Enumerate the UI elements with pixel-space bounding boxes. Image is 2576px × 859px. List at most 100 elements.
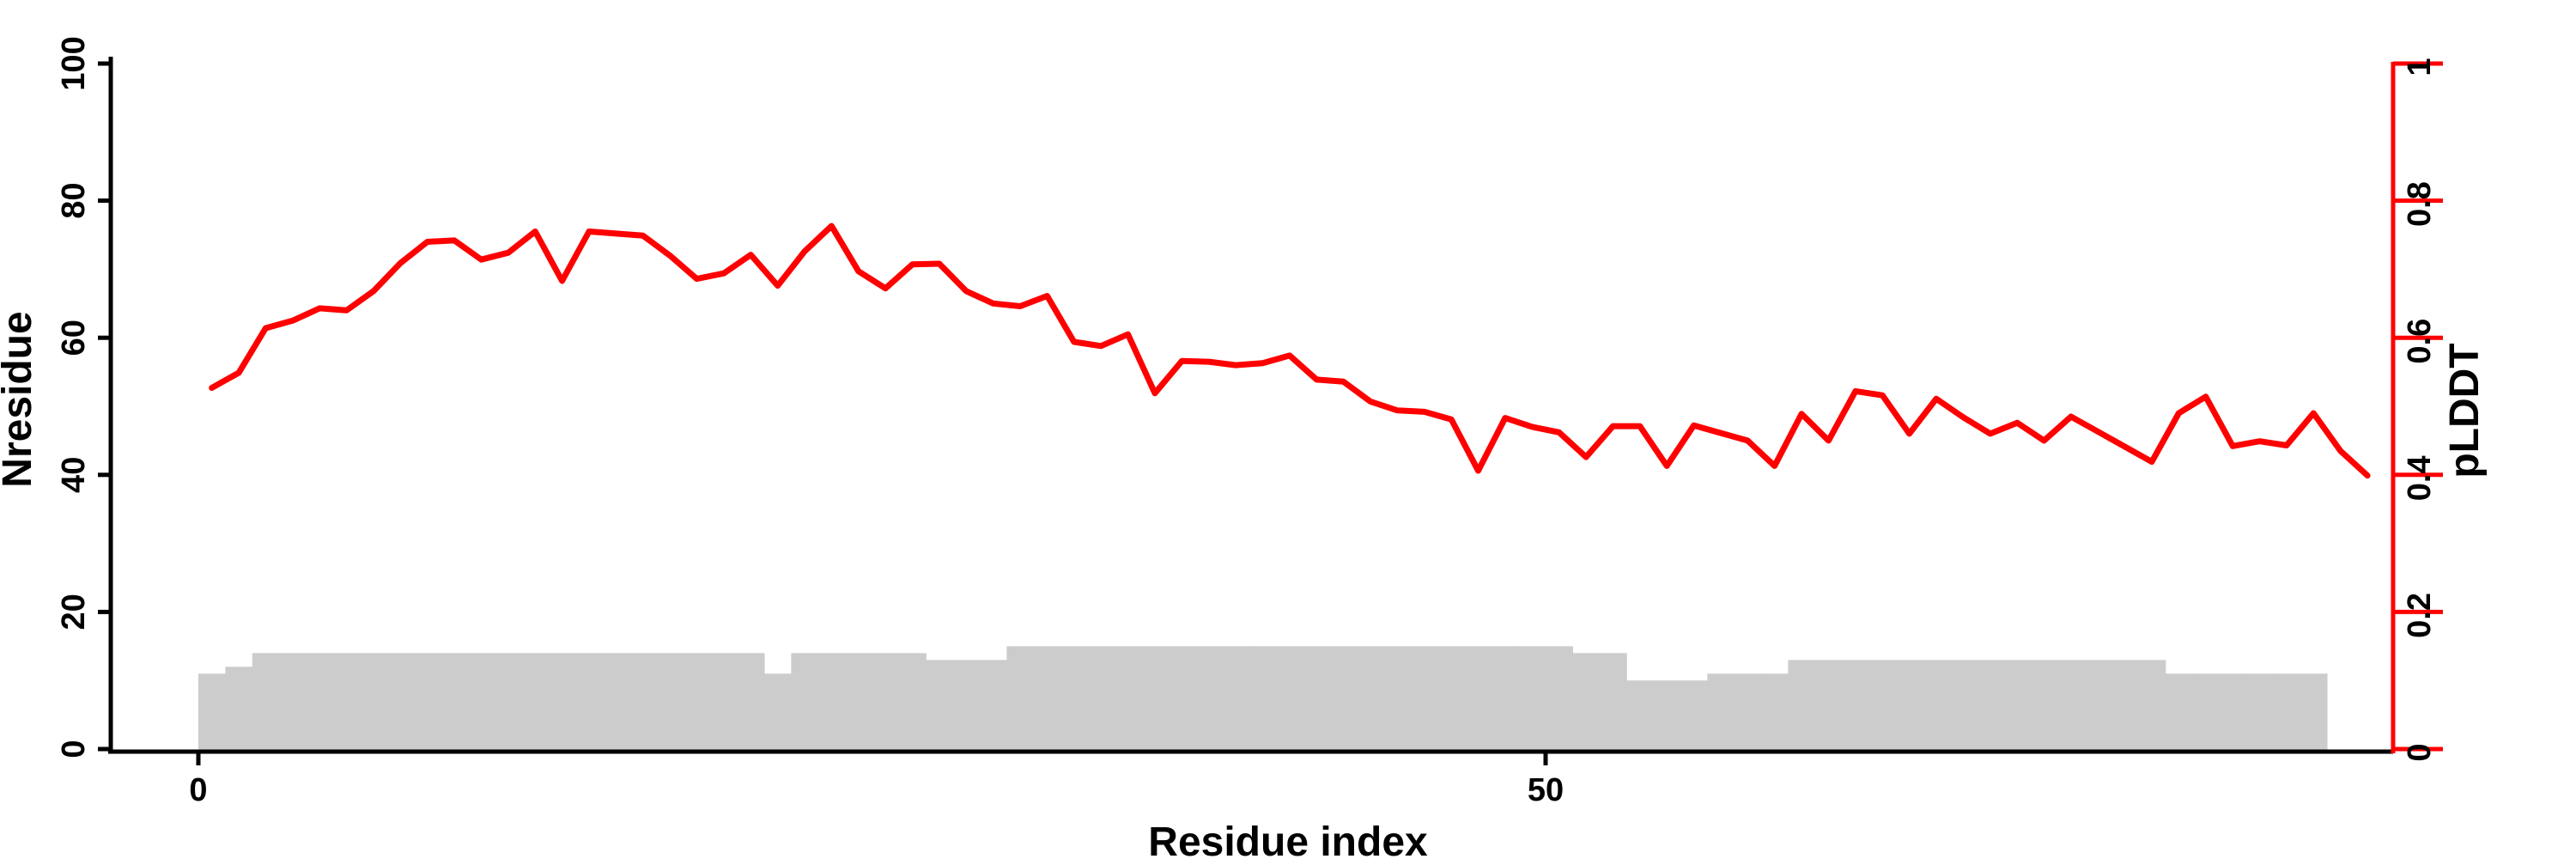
nresidue-bar: [1707, 673, 1735, 751]
left-tick-label: 40: [56, 457, 92, 493]
right-tick-label: 0: [2402, 743, 2438, 761]
nresidue-bar: [252, 653, 280, 751]
nresidue-bar: [467, 653, 495, 751]
nresidue-bar: [1572, 653, 1601, 751]
nresidue-bar: [440, 653, 469, 751]
right-tick-label: 0.4: [2402, 455, 2438, 501]
nresidue-bar: [1977, 660, 2005, 751]
nresidue-bar: [198, 673, 226, 751]
nresidue-bar: [683, 653, 711, 751]
left-tick-label: 80: [56, 182, 92, 218]
nresidue-bar: [279, 653, 307, 751]
x-tick-label: 50: [1528, 772, 1564, 808]
nresidue-bar: [2084, 660, 2112, 751]
nresidue-bar: [1653, 680, 1681, 751]
nresidue-bar: [1033, 646, 1061, 751]
nresidue-bar: [1357, 646, 1385, 751]
nresidue-bar: [332, 653, 361, 751]
nresidue-bars-series: [198, 646, 2328, 751]
nresidue-bar: [521, 653, 550, 751]
right-tick-label: 0.2: [2402, 593, 2438, 638]
x-axis: 0 50: [108, 749, 2393, 808]
left-tick-label: 20: [56, 594, 92, 630]
nresidue-bar: [386, 653, 415, 751]
nresidue-bar: [737, 653, 765, 751]
nresidue-bar: [1788, 660, 1816, 751]
nresidue-bar: [306, 653, 334, 751]
nresidue-bar: [1222, 646, 1250, 751]
nresidue-bar: [2245, 673, 2274, 751]
nresidue-bar: [225, 667, 253, 751]
nresidue-bar: [602, 653, 630, 751]
nresidue-bar: [1546, 646, 1573, 751]
left-tick-label: 60: [56, 320, 92, 356]
nresidue-bar: [2219, 673, 2247, 751]
right-y-axis: 0 0.2 0.4 0.6 0.8 1: [2391, 58, 2443, 762]
nresidue-bar: [1330, 646, 1358, 751]
nresidue-bar: [1492, 646, 1520, 751]
left-axis-title: Nresidue: [0, 311, 40, 487]
x-axis-title: Residue index: [1148, 819, 1428, 859]
right-axis-title: pLDDT: [2442, 343, 2488, 478]
nresidue-bar: [2057, 660, 2086, 751]
nresidue-bar: [575, 653, 604, 751]
left-tick-label: 100: [56, 36, 92, 90]
nresidue-bar: [2111, 660, 2139, 751]
nresidue-bar: [1060, 646, 1089, 751]
nresidue-bar: [791, 653, 819, 751]
nresidue-bar: [1276, 646, 1304, 751]
nresidue-bar: [872, 653, 900, 751]
nresidue-bar: [1734, 673, 1762, 751]
nresidue-bar: [2165, 673, 2193, 751]
nresidue-bar: [2030, 660, 2058, 751]
nresidue-bar: [1680, 680, 1708, 751]
nresidue-bar: [1464, 646, 1492, 751]
nresidue-bar: [1518, 646, 1546, 751]
right-tick-label: 0.6: [2402, 319, 2438, 364]
nresidue-bar: [2003, 660, 2032, 751]
nresidue-bar: [1087, 646, 1115, 751]
nresidue-bar: [898, 653, 927, 751]
right-tick-label: 1: [2402, 58, 2438, 76]
nresidue-bar: [548, 653, 576, 751]
nresidue-bar: [629, 653, 658, 751]
nresidue-bar: [1626, 680, 1655, 751]
nresidue-bar: [1895, 660, 1923, 751]
plddt-line: [209, 222, 2371, 479]
nresidue-bar: [845, 653, 873, 751]
nresidue-bar: [360, 653, 388, 751]
nresidue-bar: [414, 653, 441, 751]
nresidue-bar: [1842, 660, 1870, 751]
nresidue-bar: [1006, 646, 1035, 751]
nresidue-bar: [952, 660, 981, 751]
nresidue-bar: [2300, 673, 2328, 751]
nresidue-bar: [1814, 660, 1843, 751]
right-tick-label: 0.8: [2402, 181, 2438, 227]
nresidue-bar: [980, 660, 1007, 751]
nresidue-bar: [1868, 660, 1897, 751]
nresidue-bar: [1114, 646, 1142, 751]
nresidue-bar: [710, 653, 738, 751]
nresidue-bar: [1761, 673, 1789, 751]
nresidue-bar: [656, 653, 684, 751]
left-tick-label: 0: [56, 740, 92, 758]
nresidue-bar: [817, 653, 846, 751]
nresidue-bar: [1923, 660, 1951, 751]
nresidue-bar: [1141, 646, 1170, 751]
nresidue-bar: [495, 653, 523, 751]
nresidue-bar: [2138, 660, 2166, 751]
nresidue-bar: [1411, 646, 1439, 751]
nresidue-bar: [1383, 646, 1412, 751]
nresidue-bar: [926, 660, 954, 751]
nresidue-bar: [1303, 646, 1331, 751]
nresidue-bar: [1599, 653, 1627, 751]
nresidue-bar: [1168, 646, 1196, 751]
nresidue-bar: [1949, 660, 1978, 751]
nresidue-bar: [2273, 673, 2301, 751]
nresidue-bar: [764, 673, 792, 751]
nresidue-bar: [1195, 646, 1224, 751]
nresidue-bar: [1249, 646, 1277, 751]
left-y-axis: 0 20 40 60 80 100: [56, 36, 113, 758]
